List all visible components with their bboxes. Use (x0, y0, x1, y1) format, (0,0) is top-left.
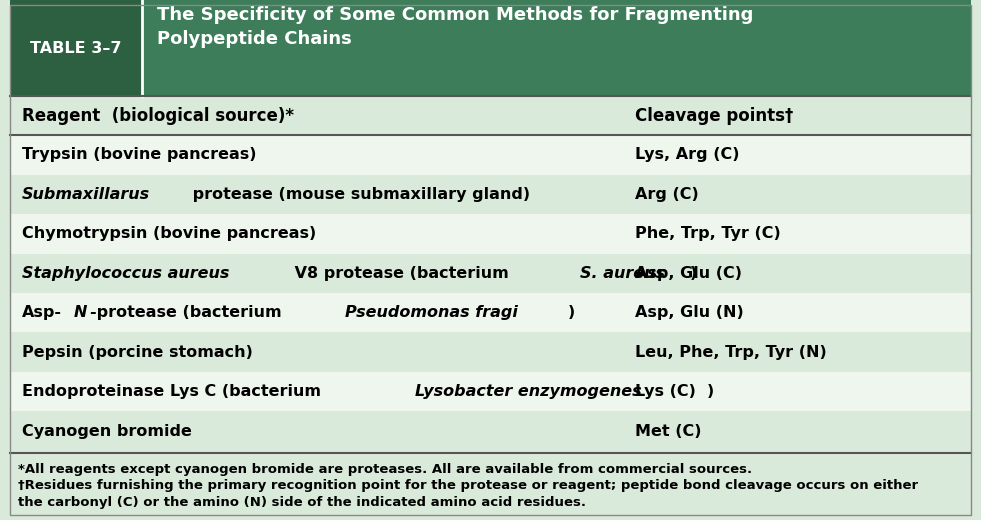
FancyBboxPatch shape (10, 254, 971, 293)
FancyBboxPatch shape (10, 0, 971, 96)
Text: Arg (C): Arg (C) (635, 187, 698, 202)
Text: Submaxillarus: Submaxillarus (22, 187, 150, 202)
FancyBboxPatch shape (10, 0, 142, 96)
Text: ): ) (568, 305, 575, 320)
FancyBboxPatch shape (10, 175, 971, 214)
Text: N: N (74, 305, 86, 320)
Text: Phe, Trp, Tyr (C): Phe, Trp, Tyr (C) (635, 226, 781, 241)
FancyBboxPatch shape (10, 372, 971, 411)
Text: Reagent  (biological source)*: Reagent (biological source)* (22, 107, 293, 125)
FancyBboxPatch shape (10, 96, 971, 135)
Text: Pseudomonas fragi: Pseudomonas fragi (345, 305, 518, 320)
Text: Leu, Phe, Trp, Tyr (N): Leu, Phe, Trp, Tyr (N) (635, 345, 826, 360)
FancyBboxPatch shape (10, 332, 971, 372)
Text: Endoproteinase Lys C (bacterium: Endoproteinase Lys C (bacterium (22, 384, 327, 399)
Text: Asp, Glu (N): Asp, Glu (N) (635, 305, 744, 320)
Text: Lys (C): Lys (C) (635, 384, 696, 399)
Text: -protease (bacterium: -protease (bacterium (90, 305, 287, 320)
Text: *All reagents except cyanogen bromide are proteases. All are available from comm: *All reagents except cyanogen bromide ar… (18, 463, 751, 476)
Text: the carbonyl (C) or the amino (N) side of the indicated amino acid residues.: the carbonyl (C) or the amino (N) side o… (18, 496, 586, 509)
Text: S. aureus: S. aureus (580, 266, 665, 281)
Text: Lysobacter enzymogenes: Lysobacter enzymogenes (415, 384, 642, 399)
FancyBboxPatch shape (10, 293, 971, 332)
Text: TABLE 3–7: TABLE 3–7 (30, 41, 122, 56)
Text: ): ) (707, 384, 714, 399)
Text: Staphylococcus aureus: Staphylococcus aureus (22, 266, 229, 281)
Text: Cleavage points†: Cleavage points† (635, 107, 793, 125)
FancyBboxPatch shape (10, 453, 971, 515)
Text: protease (mouse submaxillary gland): protease (mouse submaxillary gland) (187, 187, 530, 202)
Text: Asp-: Asp- (22, 305, 62, 320)
Text: ): ) (690, 266, 697, 281)
Text: †Residues furnishing the primary recognition point for the protease or reagent; : †Residues furnishing the primary recogni… (18, 479, 918, 492)
Text: Chymotrypsin (bovine pancreas): Chymotrypsin (bovine pancreas) (22, 226, 316, 241)
Text: Lys, Arg (C): Lys, Arg (C) (635, 148, 740, 162)
Text: Trypsin (bovine pancreas): Trypsin (bovine pancreas) (22, 148, 256, 162)
Text: Asp, Glu (C): Asp, Glu (C) (635, 266, 742, 281)
Text: Pepsin (porcine stomach): Pepsin (porcine stomach) (22, 345, 252, 360)
FancyBboxPatch shape (10, 411, 971, 451)
Text: Cyanogen bromide: Cyanogen bromide (22, 424, 191, 438)
Text: V8 protease (bacterium: V8 protease (bacterium (289, 266, 515, 281)
Text: Met (C): Met (C) (635, 424, 701, 438)
FancyBboxPatch shape (10, 214, 971, 254)
FancyBboxPatch shape (10, 135, 971, 175)
Text: The Specificity of Some Common Methods for Fragmenting
Polypeptide Chains: The Specificity of Some Common Methods f… (157, 6, 753, 48)
